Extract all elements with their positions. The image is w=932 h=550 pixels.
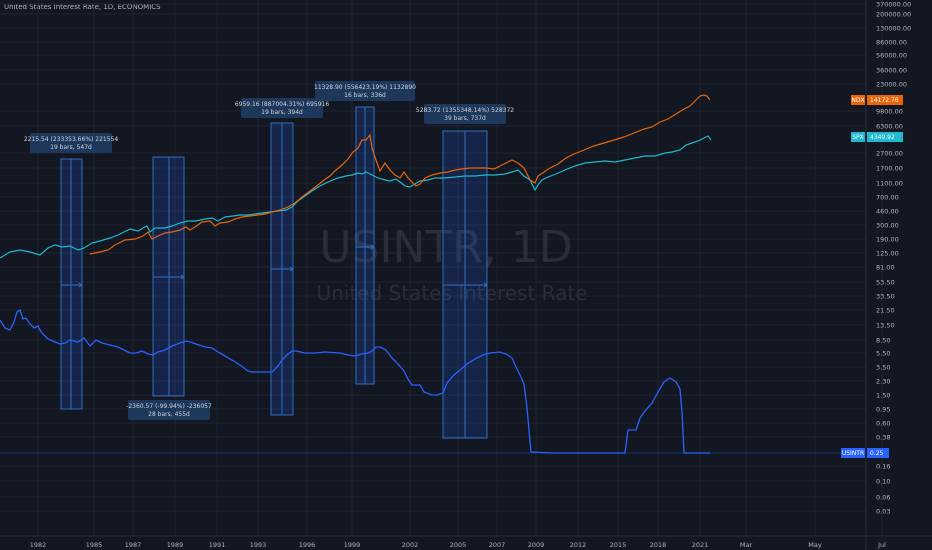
- price-label: 1100.00: [876, 180, 903, 188]
- time-label: 1996: [299, 541, 316, 549]
- time-label: 1989: [167, 541, 184, 549]
- price-label: 300.00: [876, 222, 899, 230]
- time-label: 2018: [650, 541, 667, 549]
- price-label: 125.00: [876, 250, 899, 258]
- price-label: 86000.00: [876, 39, 907, 47]
- badge-value: [867, 95, 903, 105]
- price-label: 1.50: [876, 392, 890, 400]
- measurement-tooltip: [315, 81, 415, 101]
- price-label: 190.00: [876, 236, 899, 244]
- time-label: 2009: [528, 541, 545, 549]
- price-label: 81.00: [876, 264, 895, 272]
- price-label: 8.50: [876, 337, 890, 345]
- badge-symbol: [851, 132, 865, 142]
- price-label: 0.03: [876, 508, 890, 516]
- price-label: 13.50: [876, 322, 895, 330]
- time-label: 1999: [344, 541, 361, 549]
- measurement-change: 11328.90 (556423.19%) 1132890: [314, 84, 416, 91]
- badge-value-text: 0.25: [870, 450, 884, 457]
- chart-title: United States Interest Rate, 1D, ECONOMI…: [4, 3, 161, 11]
- price-label: 200000.00: [876, 11, 911, 19]
- price-label: 33.50: [876, 293, 895, 301]
- price-badges: NDX 14172.76 SPX 4349.92 USINTR 0.25: [841, 95, 903, 458]
- price-label: 0.10: [876, 478, 890, 486]
- price-label: 56000.00: [876, 52, 907, 60]
- measurement-duration: 19 bars, 394d: [261, 109, 303, 116]
- price-label: 6300.00: [876, 123, 903, 131]
- time-label: 1985: [86, 541, 103, 549]
- spx-line: [0, 135, 712, 259]
- time-label: Jul: [877, 541, 886, 549]
- price-label: 130000.00: [876, 25, 911, 33]
- usintr-line: [0, 308, 710, 454]
- price-label: 5.50: [876, 350, 890, 358]
- measurement-change: -2360.57 (-99.94%) -236057: [126, 403, 212, 410]
- price-label: 460.00: [876, 208, 899, 216]
- measurement-duration: 16 bars, 336d: [344, 92, 386, 99]
- measurement-boxes: [60, 106, 488, 439]
- price-label: 2.30: [876, 378, 890, 386]
- price-label: 0.95: [876, 406, 890, 414]
- measurement-duration: 19 bars, 547d: [50, 144, 92, 151]
- measurement-tooltip: [424, 104, 506, 124]
- time-label: 1982: [30, 541, 47, 549]
- price-label: 0.60: [876, 420, 890, 428]
- price-label: 23000.00: [876, 81, 907, 89]
- time-scale[interactable]: 1982 1985 1987 1989 1991 1993 1996 1999 2002 2005…: [30, 541, 886, 549]
- grid-lines: [0, 0, 883, 536]
- measurement-tooltip: [241, 98, 323, 118]
- price-label: 700.00: [876, 194, 899, 202]
- badge-value-text: 14172.76: [870, 97, 899, 104]
- badge-value: [867, 132, 903, 142]
- price-label: 3.50: [876, 364, 890, 372]
- badge-value: [867, 448, 889, 458]
- measurement-tooltip: [30, 133, 112, 153]
- price-label: 0.06: [876, 494, 890, 502]
- time-label: 1993: [250, 541, 267, 549]
- time-label: 1987: [125, 541, 142, 549]
- badge-symbol-text: USINTR: [842, 450, 864, 457]
- badge-symbol-text: NDX: [851, 97, 864, 104]
- badge-symbol-text: SPX: [852, 134, 864, 141]
- measurement-duration: 28 bars, 455d: [148, 411, 190, 418]
- badge-value-text: 4349.92: [870, 134, 895, 141]
- badge-symbol: [851, 95, 865, 105]
- price-label: 36000.00: [876, 67, 907, 75]
- time-label: 2002: [402, 541, 419, 549]
- price-label: 21.50: [876, 307, 895, 315]
- ndx-line: [89, 94, 711, 255]
- time-label: Mar: [740, 541, 753, 549]
- time-label: 1991: [209, 541, 226, 549]
- time-label: 2015: [610, 541, 627, 549]
- price-label: 2700.00: [876, 150, 903, 158]
- price-label: 0.38: [876, 434, 890, 442]
- price-label: 370000.00: [876, 1, 911, 9]
- price-label: 9800.00: [876, 108, 903, 116]
- time-label: May: [808, 541, 822, 549]
- badge-symbol: [841, 448, 865, 458]
- measurement-change: 2215.54 (233353.66%) 221554: [24, 136, 119, 143]
- time-label: 2007: [489, 541, 506, 549]
- price-scale[interactable]: 370000.00 200000.00 130000.00 86000.00 56000…: [876, 1, 911, 516]
- measurement-change: 6959.16 (887004.31%) 695916: [235, 101, 330, 108]
- measurement-change: 5283.72 (1355348.14%) 528372: [416, 107, 514, 114]
- measurement-tooltip: [128, 400, 210, 420]
- time-label: 2005: [450, 541, 467, 549]
- time-label: 2021: [692, 541, 709, 549]
- measurement-duration: 39 bars, 737d: [444, 115, 486, 122]
- time-label: 2012: [570, 541, 587, 549]
- price-label: 53.50: [876, 279, 895, 287]
- price-label: 0.16: [876, 463, 890, 471]
- price-label: 1700.00: [876, 165, 903, 173]
